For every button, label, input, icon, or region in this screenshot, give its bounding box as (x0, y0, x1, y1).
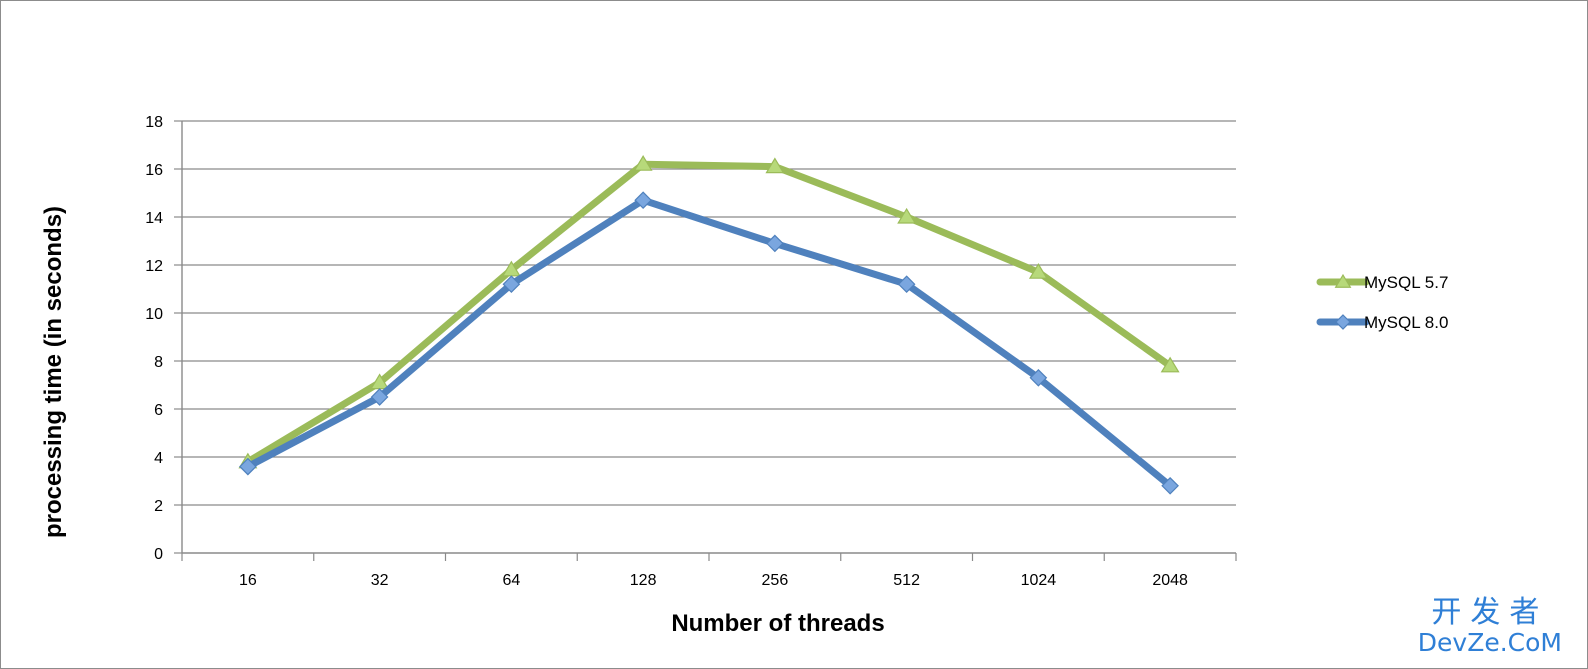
watermark: 开发者 DevZe.CoM (1417, 595, 1562, 657)
y-tick-label: 2 (154, 498, 163, 515)
watermark-chinese-text: 开发者 (1431, 595, 1549, 630)
data-point (765, 157, 785, 174)
series-line (244, 196, 1174, 490)
x-tick-labels: 16 32 64 128 256 512 1024 2048 (239, 572, 1188, 589)
legend-label: MySQL 5.7 (1364, 273, 1448, 292)
x-tick-label: 2048 (1152, 572, 1188, 589)
gridlines (182, 120, 1236, 506)
x-axis-title: Number of threads (671, 610, 884, 637)
y-axis-title: processing time (in seconds) (40, 206, 67, 538)
data-point (1028, 263, 1048, 279)
data-point (897, 207, 917, 224)
legend-marker (1334, 273, 1352, 288)
data-point (239, 457, 257, 476)
legend-entry: MySQL 8.0 (1316, 313, 1448, 332)
x-tick-label: 32 (371, 572, 389, 589)
data-point (370, 388, 389, 406)
legend-marker (1335, 314, 1351, 330)
data-point (1160, 356, 1180, 373)
series-mysql-8-0 (239, 191, 1179, 495)
series-layer (238, 155, 1180, 495)
y-tick-label: 6 (154, 402, 163, 419)
data-point (1161, 476, 1179, 495)
x-tick-label: 128 (630, 572, 657, 589)
series-line (244, 160, 1174, 466)
series-mysql-5-7 (238, 155, 1180, 469)
y-tick-label: 4 (154, 450, 163, 467)
y-tick-label: 12 (145, 258, 163, 275)
x-tick-label: 512 (893, 572, 920, 589)
y-tick-labels: 0 2 4 6 8 10 12 14 16 18 (145, 114, 163, 563)
watermark-site-text: DevZe.CoM (1417, 628, 1562, 657)
legend: MySQL 5.7 MySQL 8.0 (1316, 273, 1448, 332)
x-tick-label: 64 (502, 572, 520, 589)
x-tick-label: 16 (239, 572, 257, 589)
data-point (633, 155, 653, 171)
data-point (634, 191, 652, 210)
x-tick-label: 1024 (1021, 572, 1057, 589)
legend-entry: MySQL 5.7 (1316, 273, 1448, 292)
y-tick-label: 0 (154, 546, 163, 563)
y-tick-label: 18 (145, 114, 163, 131)
y-tick-label: 8 (154, 354, 163, 371)
legend-label: MySQL 8.0 (1364, 313, 1448, 332)
data-point (502, 275, 521, 294)
y-tick-label: 10 (145, 306, 163, 323)
data-point (766, 234, 784, 253)
y-tick-label: 14 (145, 210, 163, 227)
data-point (897, 275, 916, 294)
data-point (1029, 368, 1048, 387)
x-tick-label: 256 (762, 572, 789, 589)
axes (174, 120, 1237, 561)
y-tick-label: 16 (145, 162, 163, 179)
